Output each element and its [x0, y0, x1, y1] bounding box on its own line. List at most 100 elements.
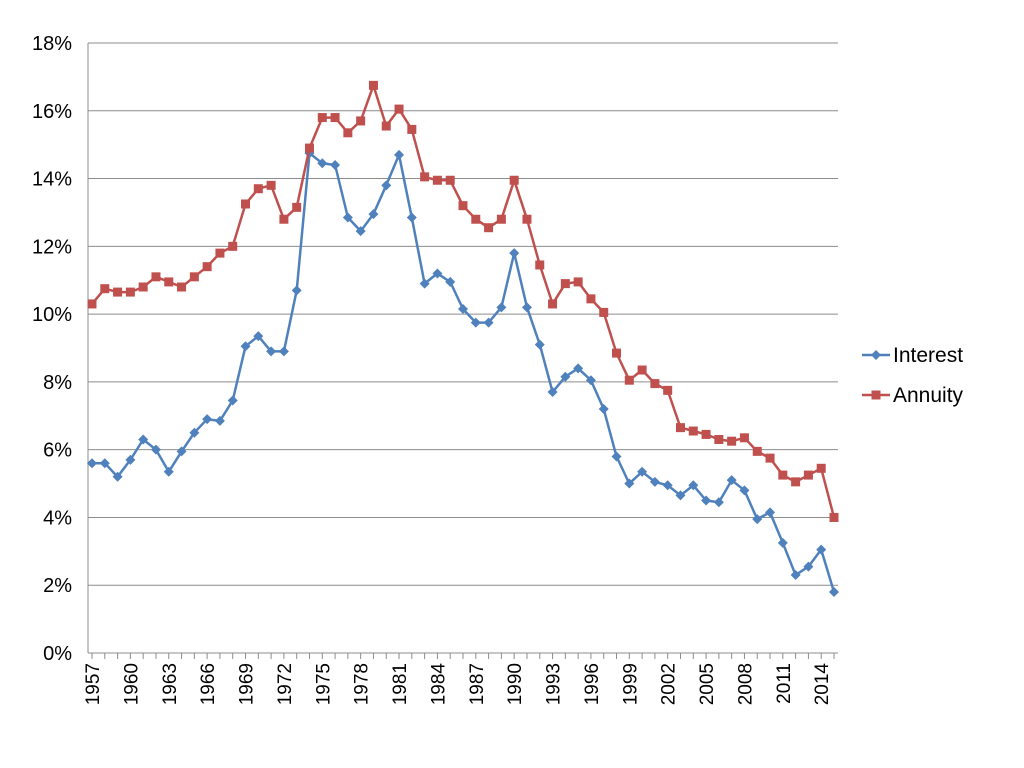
- annuity-point: [266, 180, 276, 190]
- y-tick-label: 10%: [32, 304, 72, 326]
- x-tick-label: 1969: [237, 663, 258, 705]
- interest-point: [649, 476, 660, 487]
- interest-point: [803, 561, 814, 572]
- annuity-point: [394, 104, 404, 114]
- x-tick-label: 1972: [275, 663, 296, 705]
- y-tick-label: 2%: [43, 575, 72, 597]
- annuity-point: [445, 175, 455, 185]
- interest-point: [752, 514, 763, 525]
- x-tick-label: 1999: [620, 663, 641, 705]
- x-tick-label: 1975: [313, 663, 334, 705]
- annuity-point: [688, 426, 698, 436]
- interest-point: [470, 317, 481, 328]
- annuity-point: [803, 470, 813, 480]
- y-tick-label: 6%: [43, 440, 72, 462]
- x-tick-label: 1993: [544, 663, 565, 705]
- x-tick-label: 1963: [160, 663, 181, 705]
- annuity-point: [560, 279, 570, 289]
- interest-point: [99, 458, 110, 469]
- annuity-point: [765, 453, 775, 463]
- annuity-point: [151, 272, 161, 282]
- interest-point: [777, 537, 788, 548]
- interest-point: [547, 387, 558, 398]
- annuity-point: [791, 477, 801, 487]
- interest-point: [214, 415, 225, 426]
- interest-point: [176, 446, 187, 457]
- interest-point: [509, 248, 520, 259]
- annuity-point: [675, 423, 685, 433]
- annuity-point: [586, 294, 596, 304]
- annuity-point: [816, 463, 826, 473]
- interest-point: [790, 570, 801, 581]
- interest-point: [330, 160, 341, 170]
- interest-point: [688, 480, 699, 491]
- annuity-point: [509, 175, 519, 185]
- interest-point: [87, 458, 97, 469]
- annuity-point: [471, 214, 481, 224]
- annuity-point: [739, 433, 749, 443]
- interest-point: [406, 212, 417, 223]
- annuity-point: [496, 214, 506, 224]
- gridlines: [88, 42, 838, 586]
- interest-point: [240, 341, 251, 352]
- y-tick-label: 16%: [32, 101, 72, 123]
- annuity-point: [368, 80, 378, 90]
- interest-point: [291, 285, 302, 296]
- annuity-point: [432, 175, 442, 185]
- interest-point: [560, 371, 571, 382]
- x-tick-label: 1966: [198, 663, 219, 705]
- y-tick-label: 12%: [32, 236, 72, 258]
- x-tick-label: 1960: [121, 663, 142, 705]
- interest-point: [189, 427, 200, 438]
- interest-point: [202, 414, 213, 425]
- interest-point: [829, 587, 839, 597]
- interest-point: [355, 226, 366, 237]
- annuity-point: [177, 282, 187, 292]
- interest-point: [662, 480, 673, 491]
- legend-item-interest: Interest: [862, 344, 963, 367]
- annuity-point: [317, 113, 327, 123]
- legend: Interest Annuity: [862, 344, 964, 407]
- legend-marker: [871, 390, 881, 400]
- axes: [87, 43, 838, 659]
- annuity-point: [228, 241, 238, 251]
- interest-point: [445, 276, 456, 287]
- annuity-point: [752, 446, 762, 456]
- interest-point: [394, 149, 405, 160]
- annuity-point: [138, 282, 148, 292]
- interest-line: [92, 151, 836, 593]
- x-tick-label: 1957: [83, 663, 104, 705]
- interest-point: [496, 302, 507, 313]
- x-tick-label: 1978: [352, 663, 373, 705]
- interest-point: [726, 475, 737, 486]
- interest-point: [816, 544, 827, 555]
- annuity-point: [100, 284, 110, 294]
- interest-point: [765, 507, 776, 518]
- interest-point: [611, 451, 622, 462]
- annuity-point: [304, 143, 314, 153]
- interest-point: [419, 278, 430, 289]
- interest-point: [701, 495, 712, 506]
- x-tick-label: 1987: [467, 663, 488, 705]
- annuity-point: [356, 116, 366, 126]
- annuity-point: [420, 172, 430, 182]
- legend-marker: [871, 350, 881, 360]
- interest-point: [483, 317, 494, 328]
- annuity-point: [279, 214, 289, 224]
- y-tick-label: 14%: [32, 169, 72, 191]
- annuity-point: [292, 202, 302, 212]
- y-tick-label: 18%: [32, 33, 72, 55]
- interest-point: [585, 375, 596, 386]
- interest-point: [138, 434, 149, 445]
- annuity-point: [573, 277, 583, 287]
- y-tick-label: 4%: [43, 507, 72, 529]
- x-axis-tick-labels: 1957 1960 1963 1966 1969 1972 1975 1978 1981 1984…: [83, 663, 833, 706]
- interest-point: [573, 363, 584, 374]
- annuity-point: [164, 277, 174, 287]
- interest-point: [163, 466, 174, 477]
- annuity-point: [727, 436, 737, 446]
- annuity-point: [701, 429, 711, 439]
- interest-point: [278, 346, 289, 357]
- interest-point: [713, 497, 724, 508]
